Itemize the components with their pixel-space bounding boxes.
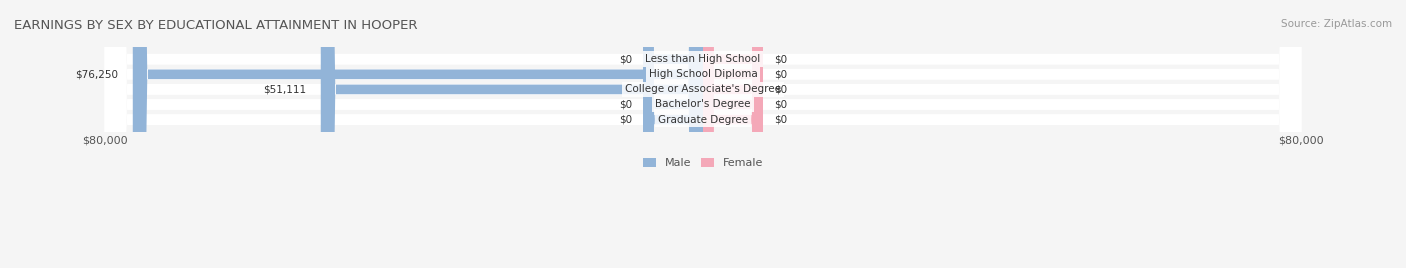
Text: $76,250: $76,250 — [75, 69, 118, 79]
FancyBboxPatch shape — [104, 0, 1302, 268]
Text: $0: $0 — [619, 54, 631, 64]
Text: Less than High School: Less than High School — [645, 54, 761, 64]
FancyBboxPatch shape — [703, 0, 763, 268]
FancyBboxPatch shape — [703, 0, 763, 268]
FancyBboxPatch shape — [703, 0, 763, 268]
Text: $51,111: $51,111 — [263, 84, 307, 94]
FancyBboxPatch shape — [643, 0, 703, 268]
Text: College or Associate's Degree: College or Associate's Degree — [626, 84, 780, 94]
FancyBboxPatch shape — [104, 0, 1302, 268]
Text: $0: $0 — [619, 115, 631, 125]
Text: Graduate Degree: Graduate Degree — [658, 115, 748, 125]
FancyBboxPatch shape — [321, 0, 703, 268]
Text: $0: $0 — [619, 99, 631, 110]
FancyBboxPatch shape — [104, 0, 1302, 268]
Text: Source: ZipAtlas.com: Source: ZipAtlas.com — [1281, 19, 1392, 29]
Text: Bachelor's Degree: Bachelor's Degree — [655, 99, 751, 110]
FancyBboxPatch shape — [643, 0, 703, 268]
Text: $0: $0 — [775, 99, 787, 110]
FancyBboxPatch shape — [703, 0, 763, 268]
FancyBboxPatch shape — [132, 0, 703, 268]
Text: $0: $0 — [775, 84, 787, 94]
Text: High School Diploma: High School Diploma — [648, 69, 758, 79]
FancyBboxPatch shape — [643, 0, 703, 268]
FancyBboxPatch shape — [104, 0, 1302, 268]
Text: $0: $0 — [775, 54, 787, 64]
Legend: Male, Female: Male, Female — [638, 153, 768, 173]
Text: $0: $0 — [775, 115, 787, 125]
FancyBboxPatch shape — [703, 0, 763, 268]
FancyBboxPatch shape — [104, 0, 1302, 268]
Text: $0: $0 — [775, 69, 787, 79]
Text: EARNINGS BY SEX BY EDUCATIONAL ATTAINMENT IN HOOPER: EARNINGS BY SEX BY EDUCATIONAL ATTAINMEN… — [14, 19, 418, 32]
